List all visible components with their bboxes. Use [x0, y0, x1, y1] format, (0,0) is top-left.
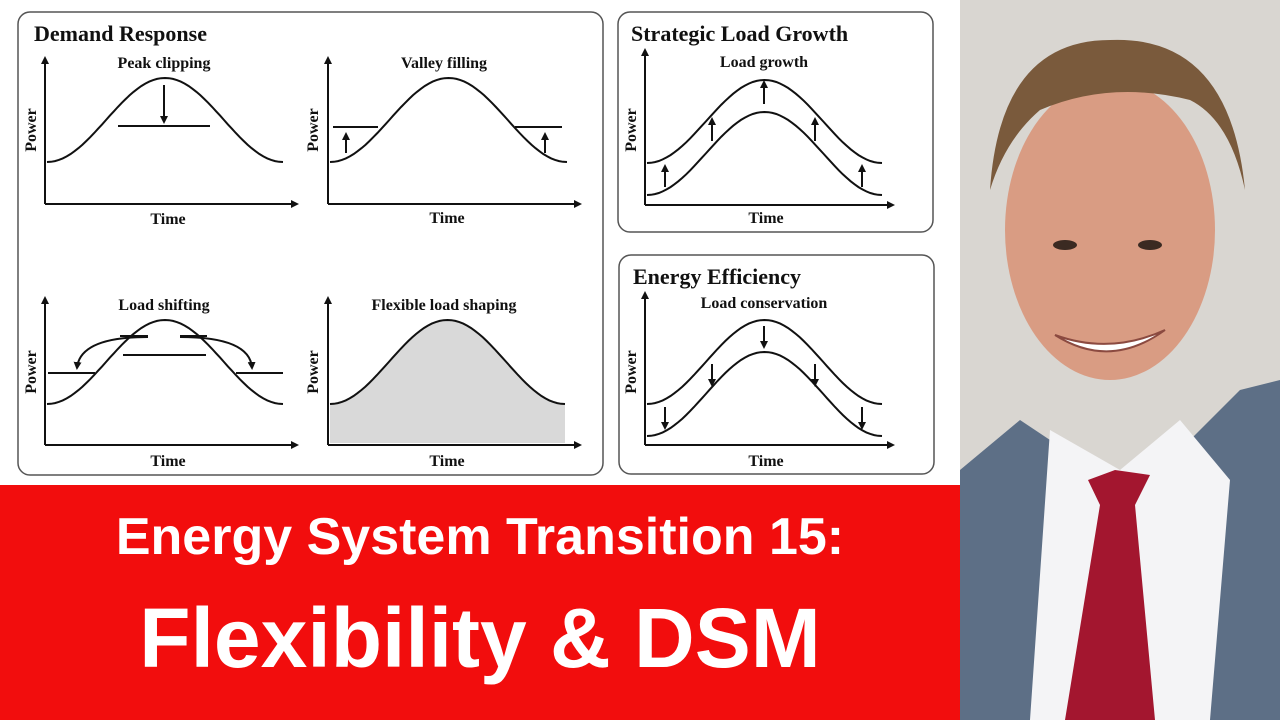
x-axis-label: Time	[429, 453, 464, 470]
energy-efficiency-title: Energy Efficiency	[633, 264, 801, 289]
load-shifting-title: Load shifting	[118, 297, 209, 314]
tie	[1065, 470, 1155, 720]
x-axis-label: Time	[748, 210, 783, 227]
base-load-curve	[646, 318, 883, 405]
load-curve-area	[330, 320, 565, 443]
y-axis-label: Power	[623, 108, 640, 152]
video-title-line1: Energy System Transition 15:	[115, 508, 845, 566]
x-axis-label: Time	[748, 453, 783, 470]
base-load-curve	[646, 110, 883, 196]
reduced-load-curve	[646, 350, 883, 437]
load-curve	[46, 318, 284, 405]
valley-filling-title: Valley filling	[401, 55, 487, 72]
load-curve	[329, 76, 568, 163]
presenter-photo	[960, 0, 1280, 720]
x-axis-label: Time	[429, 210, 464, 227]
demand-response-title: Demand Response	[34, 21, 207, 46]
peak-clipping-title: Peak clipping	[118, 55, 211, 72]
y-axis-label: Power	[305, 108, 322, 152]
flexible-load-shaping-title: Flexible load shaping	[372, 297, 517, 314]
load-conservation-title: Load conservation	[701, 295, 828, 312]
x-axis-label: Time	[150, 211, 185, 228]
strategic-load-growth-box	[617, 11, 934, 233]
load-curve	[329, 318, 566, 405]
x-axis-label: Time	[150, 453, 185, 470]
y-axis-label: Power	[23, 350, 40, 394]
face	[1005, 80, 1215, 380]
load-growth-title: Load growth	[720, 54, 808, 71]
smile	[1054, 329, 1166, 353]
y-axis-label: Power	[305, 350, 322, 394]
strategic-load-growth-title: Strategic Load Growth	[631, 21, 848, 46]
y-axis-label: Power	[23, 108, 40, 152]
title-banner: Energy System Transition 15: Flexibility…	[0, 485, 960, 720]
load-curve	[46, 76, 284, 163]
shift-arrow-right	[179, 336, 256, 370]
hair	[990, 39, 1245, 190]
energy-efficiency-box	[618, 254, 935, 475]
video-title-line2: Flexibility & DSM	[139, 591, 821, 685]
shift-arrow-left	[73, 336, 149, 370]
dsm-diagram: Demand Response Strategic Load Growth En…	[17, 11, 935, 476]
y-axis-label: Power	[623, 350, 640, 394]
